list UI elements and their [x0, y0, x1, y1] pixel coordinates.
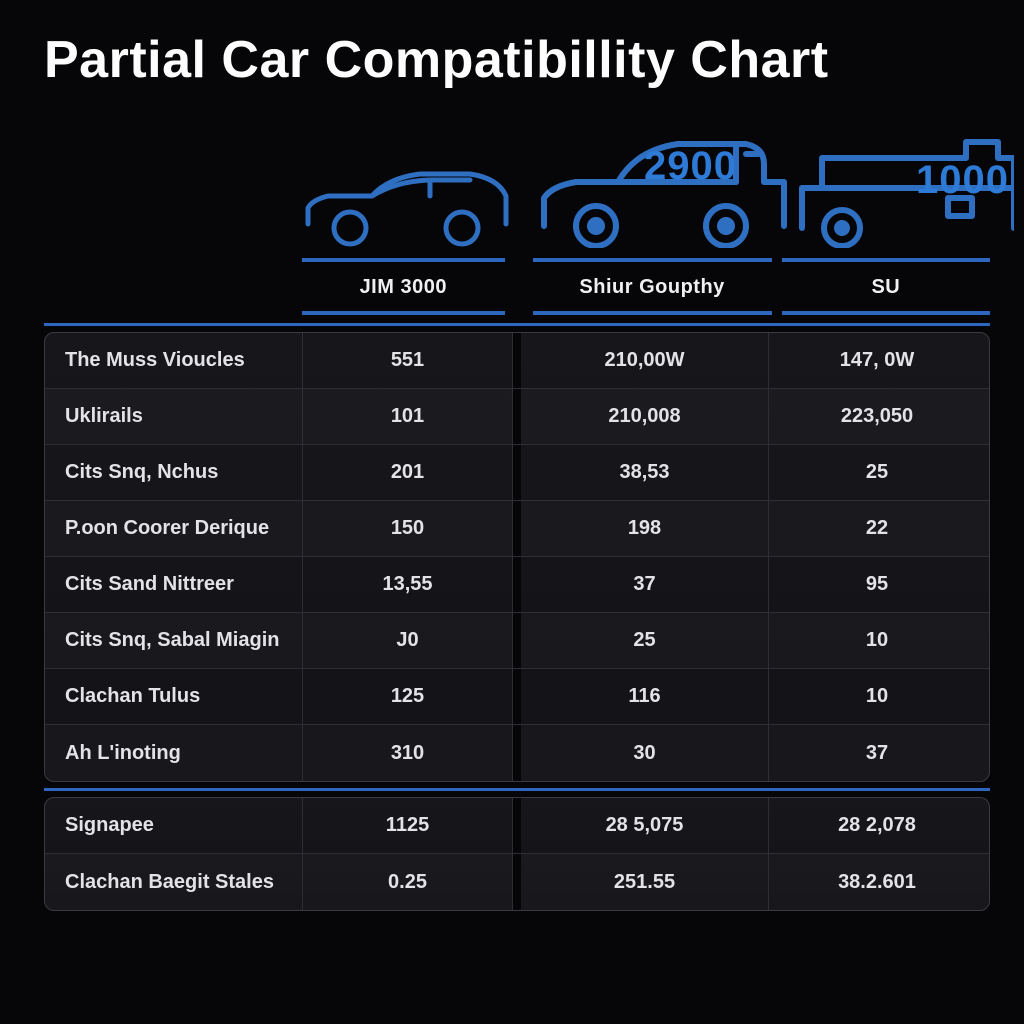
table-row: Clachan Tulus12511610 — [45, 669, 989, 725]
row-label: Clachan Baegit Stales — [45, 854, 303, 910]
table-row: P.oon Coorer Derique15019822 — [45, 501, 989, 557]
table-row: Cits Snq, Sabal MiaginJ02510 — [45, 613, 989, 669]
row-label: Clachan Tulus — [45, 669, 303, 724]
cell-value: 38,53 — [521, 445, 769, 500]
cell-value: 1125 — [303, 798, 513, 853]
table-row: Uklirails101210,008223,050 — [45, 389, 989, 445]
column-headers: JIM 3000 Shiur Goupthy SU — [302, 258, 990, 315]
cell-value: 28 2,078 — [769, 798, 985, 853]
cell-value: 101 — [303, 389, 513, 444]
cell-value: 28 5,075 — [521, 798, 769, 853]
table-row: The Muss Vioucles551210,00W147, 0W — [45, 333, 989, 389]
cell-value: 22 — [769, 501, 985, 556]
cell-value: 210,00W — [521, 333, 769, 388]
cell-value: 0.25 — [303, 854, 513, 910]
column-seam — [513, 613, 521, 668]
cell-value: 25 — [521, 613, 769, 668]
table-row: Ah L'inoting3103037 — [45, 725, 989, 781]
cell-value: 201 — [303, 445, 513, 500]
row-label: Cits Sand Nittreer — [45, 557, 303, 612]
cell-value: 38.2.601 — [769, 854, 985, 910]
cell-value: 251.55 — [521, 854, 769, 910]
cell-value: 13,55 — [303, 557, 513, 612]
column-seam — [513, 557, 521, 612]
cell-value: 116 — [521, 669, 769, 724]
table-top-rule — [44, 323, 990, 326]
car-illustration-2: 2900 — [540, 120, 788, 248]
car-illustration-3: 1000 — [798, 128, 1014, 248]
car-badge-3: 1000 — [916, 158, 1009, 203]
column-header-2: Shiur Goupthy — [533, 258, 772, 315]
cell-value: 37 — [521, 557, 769, 612]
column-seam — [513, 798, 521, 853]
row-label: Signapee — [45, 798, 303, 853]
row-label: P.oon Coorer Derique — [45, 501, 303, 556]
cell-value: 37 — [769, 725, 985, 781]
column-seam — [513, 669, 521, 724]
summary-table: Signapee112528 5,07528 2,078Clachan Baeg… — [44, 797, 990, 911]
cell-value: 25 — [769, 445, 985, 500]
column-seam — [513, 333, 521, 388]
cell-value: 198 — [521, 501, 769, 556]
row-label: Ah L'inoting — [45, 725, 303, 781]
column-seam — [513, 725, 521, 781]
cell-value: 125 — [303, 669, 513, 724]
car-badge-2: 2900 — [644, 144, 737, 189]
column-seam — [513, 501, 521, 556]
row-label: Uklirails — [45, 389, 303, 444]
cell-value: 95 — [769, 557, 985, 612]
cell-value: 310 — [303, 725, 513, 781]
row-label: Cits Snq, Sabal Miagin — [45, 613, 303, 668]
row-label: Cits Snq, Nchus — [45, 445, 303, 500]
cell-value: J0 — [303, 613, 513, 668]
row-label: The Muss Vioucles — [45, 333, 303, 388]
car-illustration-1 — [302, 138, 512, 248]
table-row: Clachan Baegit Stales0.25251.5538.2.601 — [45, 854, 989, 910]
table-row: Signapee112528 5,07528 2,078 — [45, 798, 989, 854]
cell-value: 210,008 — [521, 389, 769, 444]
cell-value: 10 — [769, 613, 985, 668]
cell-value: 147, 0W — [769, 333, 985, 388]
column-seam — [513, 389, 521, 444]
column-header-3: SU — [782, 258, 990, 315]
car-silhouette-row: 2900 1000 — [302, 108, 990, 248]
summary-top-rule — [44, 788, 990, 791]
compatibility-table: The Muss Vioucles551210,00W147, 0WUklira… — [44, 332, 990, 782]
page-title: Partial Car Compatibillity Chart — [44, 30, 990, 90]
cell-value: 10 — [769, 669, 985, 724]
column-seam — [513, 445, 521, 500]
table-row: Cits Sand Nittreer13,553795 — [45, 557, 989, 613]
cell-value: 150 — [303, 501, 513, 556]
cell-value: 223,050 — [769, 389, 985, 444]
column-seam — [515, 258, 523, 315]
cell-value: 30 — [521, 725, 769, 781]
table-row: Cits Snq, Nchus20138,5325 — [45, 445, 989, 501]
column-seam — [513, 854, 521, 910]
cell-value: 551 — [303, 333, 513, 388]
column-header-1: JIM 3000 — [302, 258, 505, 315]
